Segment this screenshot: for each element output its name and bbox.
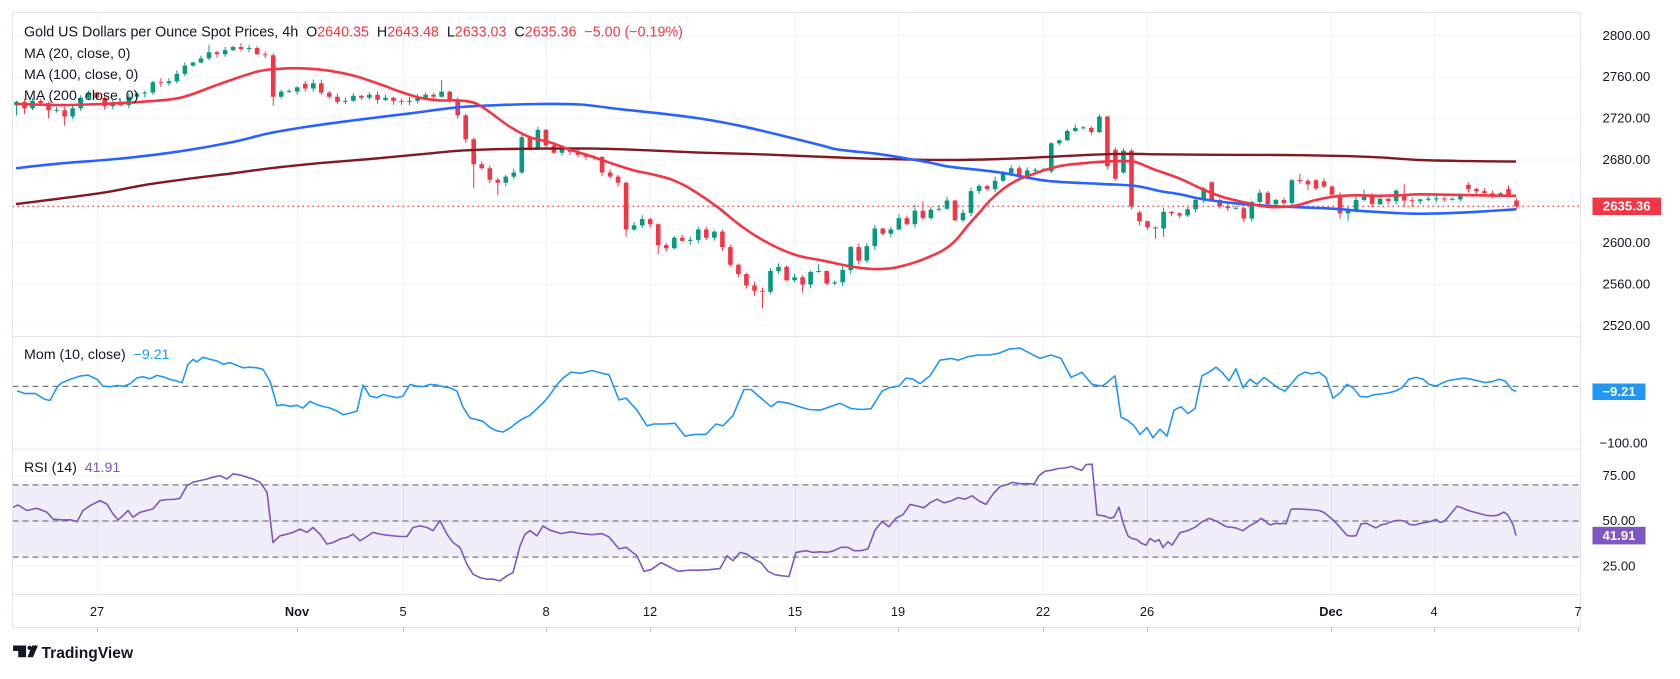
svg-text:15: 15 <box>788 604 802 619</box>
svg-text:2760.00: 2760.00 <box>1603 69 1651 84</box>
svg-text:Mom (10, close) −9.21: Mom (10, close) −9.21 <box>24 347 170 363</box>
svg-text:2720.00: 2720.00 <box>1603 111 1651 126</box>
svg-text:2635.36: 2635.36 <box>1603 199 1651 214</box>
svg-text:MA (100, close, 0): MA (100, close, 0) <box>24 67 138 83</box>
svg-text:Dec: Dec <box>1319 604 1342 619</box>
svg-text:−100.00: −100.00 <box>1600 436 1648 451</box>
svg-text:RSI (14) 41.91: RSI (14) 41.91 <box>24 460 120 476</box>
svg-text:19: 19 <box>891 604 905 619</box>
svg-text:2560.00: 2560.00 <box>1603 277 1651 292</box>
svg-text:50.00: 50.00 <box>1603 513 1636 528</box>
svg-text:75.00: 75.00 <box>1603 468 1636 483</box>
svg-text:22: 22 <box>1036 604 1050 619</box>
svg-text:8: 8 <box>542 604 549 619</box>
svg-text:25.00: 25.00 <box>1603 558 1636 573</box>
svg-text:2680.00: 2680.00 <box>1603 152 1651 167</box>
svg-text:41.91: 41.91 <box>1602 528 1635 543</box>
svg-text:7: 7 <box>1574 604 1581 619</box>
svg-text:Nov: Nov <box>285 604 310 619</box>
svg-text:MA (200, close, 0): MA (200, close, 0) <box>24 88 138 104</box>
svg-text:12: 12 <box>643 604 657 619</box>
svg-text:MA (20, close, 0): MA (20, close, 0) <box>24 46 130 62</box>
svg-text:TradingView: TradingView <box>42 645 134 662</box>
svg-text:4: 4 <box>1430 604 1437 619</box>
svg-text:2600.00: 2600.00 <box>1603 235 1651 250</box>
svg-text:−9.21: −9.21 <box>1602 384 1635 399</box>
svg-text:26: 26 <box>1140 604 1154 619</box>
svg-text:5: 5 <box>399 604 406 619</box>
svg-text:27: 27 <box>90 604 104 619</box>
svg-text:2520.00: 2520.00 <box>1603 318 1651 333</box>
svg-text:2800.00: 2800.00 <box>1603 28 1651 43</box>
svg-text:Gold US Dollars per Ounce Spot: Gold US Dollars per Ounce Spot Prices, 4… <box>24 25 683 41</box>
